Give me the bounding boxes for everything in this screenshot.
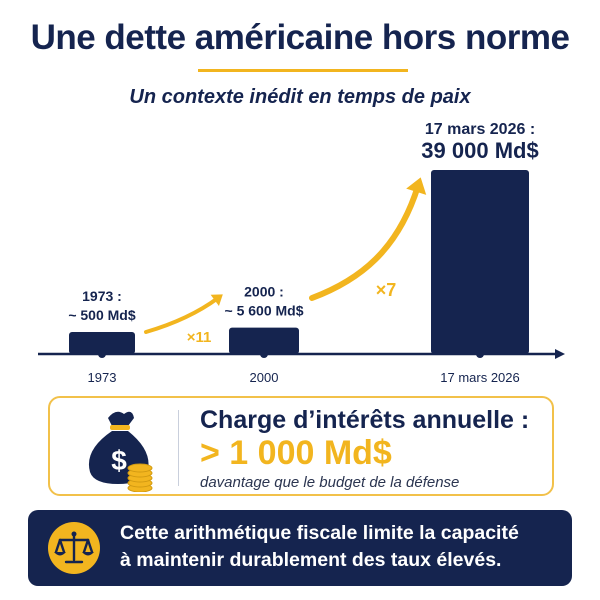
footer-text: Cette arithmétique fiscale limite la cap…: [120, 520, 560, 574]
footer-banner: Cette arithmétique fiscale limite la cap…: [28, 510, 572, 586]
tick-label-0: 1973: [88, 370, 117, 385]
growth-arrowhead-0: [210, 294, 223, 307]
footer-line-2: à maintenir durablement des taux élevés.: [120, 549, 502, 571]
tick-mark-0: [98, 350, 106, 358]
interest-value: > 1 000 Md$: [200, 434, 392, 472]
data-label-1-line-2: ~ 5 600 Md$: [225, 303, 304, 319]
footer-line-1: Cette arithmétique fiscale limite la cap…: [120, 522, 519, 544]
page-subtitle: Un contexte inédit en temps de paix: [129, 86, 471, 108]
data-label-0-line-2: ~ 500 Md$: [68, 307, 136, 323]
box-divider: [178, 410, 179, 486]
title-underline: [198, 69, 408, 72]
bar-0: [69, 332, 135, 354]
growth-arrowhead-1: [406, 177, 427, 195]
data-label-0-line-1: 1973 :: [82, 288, 122, 304]
growth-arrow-0: [144, 296, 220, 334]
page-title: Une dette américaine hors norme: [30, 18, 570, 57]
interest-charge-box: $ Charge d’intérêts annuelle : > 1 000 M…: [48, 396, 554, 496]
interest-title: Charge d’intérêts annuelle :: [200, 406, 530, 434]
data-label-2-line-2: 39 000 Md$: [421, 138, 538, 163]
tick-mark-1: [260, 350, 268, 358]
interest-note: davantage que le budget de la défense: [200, 474, 460, 491]
growth-arrow-1: [309, 183, 421, 301]
multiplier-label-1: ×7: [376, 280, 397, 300]
bar-2: [431, 170, 529, 354]
data-label-2-line-1: 17 mars 2026 :: [425, 121, 535, 138]
money-bag-icon: $: [88, 411, 153, 492]
tick-label-2: 17 mars 2026: [440, 370, 520, 385]
tick-mark-2: [476, 350, 484, 358]
multiplier-label-0: ×11: [187, 329, 212, 346]
bar-1: [229, 327, 299, 354]
scale-icon: [48, 522, 100, 574]
svg-text:$: $: [111, 445, 127, 476]
data-label-1-line-1: 2000 :: [244, 284, 284, 300]
tick-label-1: 2000: [250, 370, 279, 385]
debt-bar-chart: 1973 1973 : ~ 500 Md$ 2000 2000 : ~ 5 600 Md$…: [38, 121, 565, 385]
